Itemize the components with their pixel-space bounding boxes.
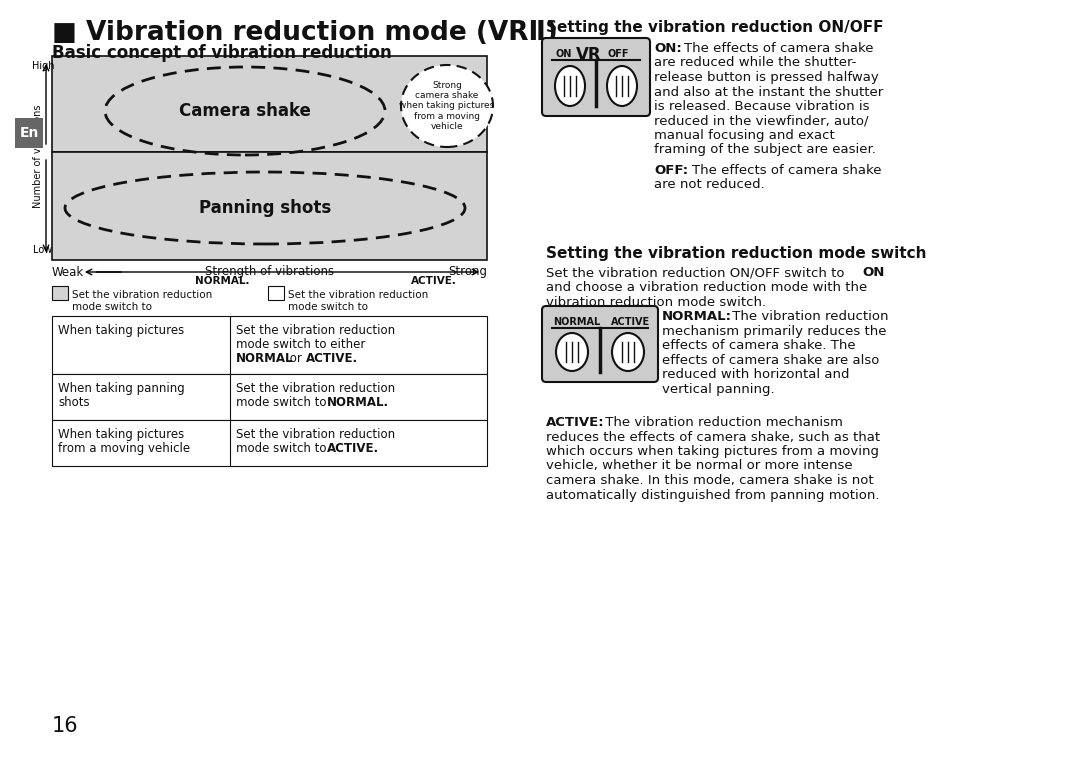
- Text: which occurs when taking pictures from a moving: which occurs when taking pictures from a…: [546, 445, 879, 458]
- Text: ON:: ON:: [654, 42, 681, 55]
- Bar: [52, 316, 487, 374]
- Text: Set the vibration reduction: Set the vibration reduction: [237, 324, 395, 337]
- Text: The effects of camera shake: The effects of camera shake: [684, 42, 874, 55]
- Text: ON: ON: [556, 49, 572, 59]
- Text: 16: 16: [52, 716, 79, 736]
- Text: Strength of vibrations: Strength of vibrations: [205, 266, 334, 279]
- Text: Set the vibration reduction: Set the vibration reduction: [237, 382, 395, 395]
- Text: Basic concept of vibration reduction: Basic concept of vibration reduction: [52, 44, 392, 62]
- Text: manual focusing and exact: manual focusing and exact: [654, 129, 835, 142]
- Text: from a moving vehicle: from a moving vehicle: [58, 442, 190, 455]
- Text: effects of camera shake. The: effects of camera shake. The: [662, 339, 855, 352]
- Text: ■ Vibration reduction mode (VRⅡ): ■ Vibration reduction mode (VRⅡ): [52, 20, 557, 46]
- Text: vibration reduction mode switch.: vibration reduction mode switch.: [546, 296, 766, 309]
- Text: vertical panning.: vertical panning.: [662, 382, 774, 395]
- Text: When taking pictures: When taking pictures: [58, 428, 185, 441]
- Text: are reduced while the shutter-: are reduced while the shutter-: [654, 57, 856, 70]
- Text: reduced in the viewfinder, auto/: reduced in the viewfinder, auto/: [654, 114, 868, 127]
- Text: release button is pressed halfway: release button is pressed halfway: [654, 71, 879, 84]
- Text: Low: Low: [33, 245, 53, 255]
- FancyBboxPatch shape: [542, 38, 650, 116]
- Text: or: or: [286, 352, 306, 365]
- Bar: [52, 420, 487, 466]
- Text: High: High: [31, 61, 54, 71]
- Bar: [52, 56, 487, 152]
- Bar: [52, 152, 487, 260]
- Text: OFF: OFF: [608, 49, 630, 59]
- FancyBboxPatch shape: [542, 306, 658, 382]
- Ellipse shape: [607, 66, 637, 106]
- Text: camera shake. In this mode, camera shake is not: camera shake. In this mode, camera shake…: [546, 474, 874, 487]
- Text: effects of camera shake are also: effects of camera shake are also: [662, 353, 879, 366]
- Text: switch: switch: [546, 38, 602, 53]
- Text: ON: ON: [862, 266, 885, 279]
- Text: ACTIVE.: ACTIVE.: [306, 352, 359, 365]
- Text: NORMAL: NORMAL: [237, 352, 294, 365]
- Text: When taking panning: When taking panning: [58, 382, 185, 395]
- FancyBboxPatch shape: [15, 118, 43, 148]
- Text: Camera shake: Camera shake: [179, 102, 311, 120]
- Ellipse shape: [612, 333, 644, 371]
- Ellipse shape: [556, 333, 588, 371]
- Text: Setting the vibration reduction mode switch: Setting the vibration reduction mode swi…: [546, 246, 927, 261]
- Text: Strong
camera shake
when taking pictures
from a moving
vehicle: Strong camera shake when taking pictures…: [400, 80, 495, 131]
- Bar: [268, 286, 284, 300]
- Bar: [52, 374, 487, 420]
- Ellipse shape: [401, 65, 492, 147]
- Bar: [52, 286, 68, 300]
- Text: When taking pictures: When taking pictures: [58, 324, 185, 337]
- Text: mode switch to: mode switch to: [237, 442, 330, 455]
- Text: NORMAL.: NORMAL.: [195, 276, 249, 286]
- Text: Setting the vibration reduction ON/OFF: Setting the vibration reduction ON/OFF: [546, 20, 883, 35]
- Text: reduced with horizontal and: reduced with horizontal and: [662, 368, 850, 381]
- Ellipse shape: [555, 66, 585, 106]
- Text: and also at the instant the shutter: and also at the instant the shutter: [654, 86, 883, 99]
- Text: ACTIVE.: ACTIVE.: [327, 442, 379, 455]
- Text: reduces the effects of camera shake, such as that: reduces the effects of camera shake, suc…: [546, 430, 880, 444]
- Text: Weak: Weak: [52, 266, 84, 279]
- Text: The vibration reduction mechanism: The vibration reduction mechanism: [600, 416, 842, 429]
- Text: and choose a vibration reduction mode with the: and choose a vibration reduction mode wi…: [546, 281, 867, 294]
- Text: ACTIVE: ACTIVE: [611, 317, 650, 327]
- Text: Set the vibration reduction
mode switch to: Set the vibration reduction mode switch …: [288, 290, 429, 312]
- Text: shots: shots: [58, 396, 90, 409]
- Text: are not reduced.: are not reduced.: [654, 178, 765, 192]
- Text: mode switch to: mode switch to: [237, 396, 330, 409]
- Text: Number of vibrations: Number of vibrations: [33, 104, 43, 208]
- Text: Set the vibration reduction
mode switch to: Set the vibration reduction mode switch …: [72, 290, 213, 312]
- Text: The vibration reduction: The vibration reduction: [728, 310, 889, 323]
- Text: mechanism primarily reduces the: mechanism primarily reduces the: [662, 325, 887, 338]
- Text: Set the vibration reduction ON/OFF switch to: Set the vibration reduction ON/OFF switc…: [546, 266, 849, 279]
- Text: The effects of camera shake: The effects of camera shake: [692, 164, 881, 177]
- Text: automatically distinguished from panning motion.: automatically distinguished from panning…: [546, 489, 879, 502]
- Text: Set the vibration reduction: Set the vibration reduction: [237, 428, 395, 441]
- Text: Panning shots: Panning shots: [199, 199, 332, 217]
- Text: NORMAL: NORMAL: [553, 317, 600, 327]
- Text: NORMAL:: NORMAL:: [662, 310, 732, 323]
- Text: vehicle, whether it be normal or more intense: vehicle, whether it be normal or more in…: [546, 460, 852, 473]
- Text: ACTIVE:: ACTIVE:: [546, 416, 605, 429]
- Text: OFF:: OFF:: [654, 164, 688, 177]
- Text: En: En: [19, 126, 39, 140]
- Text: NORMAL.: NORMAL.: [327, 396, 389, 409]
- Text: is released. Because vibration is: is released. Because vibration is: [654, 100, 869, 113]
- Text: Strong: Strong: [448, 266, 487, 279]
- Text: mode switch to either: mode switch to either: [237, 338, 365, 351]
- Text: framing of the subject are easier.: framing of the subject are easier.: [654, 143, 876, 156]
- Text: ACTIVE.: ACTIVE.: [411, 276, 457, 286]
- Text: VR: VR: [576, 46, 602, 64]
